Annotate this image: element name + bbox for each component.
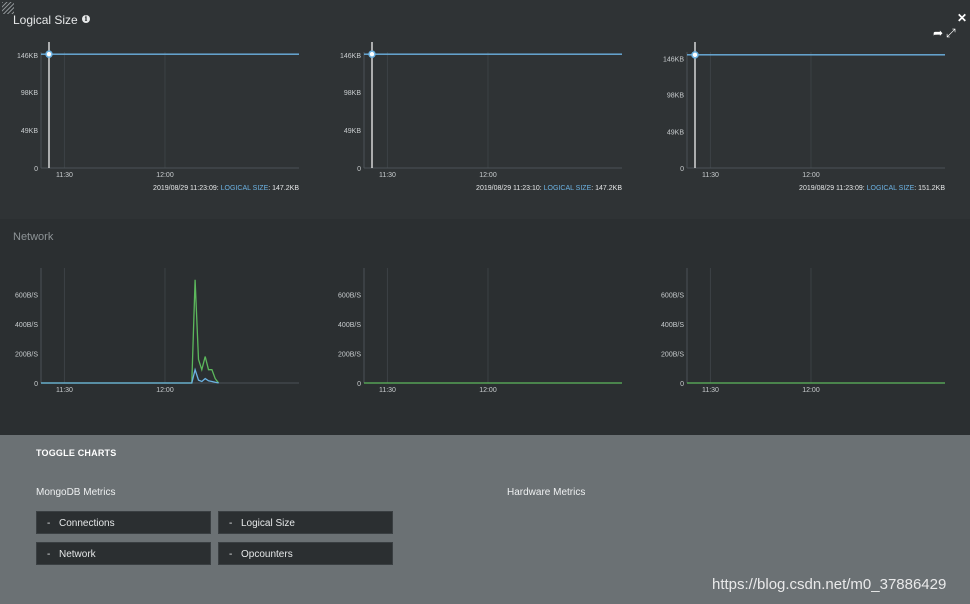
drag-handle-icon[interactable] <box>2 2 14 14</box>
toggle-opcounters-button[interactable]: - Opcounters <box>218 542 393 565</box>
logical-size-panel <box>0 0 970 219</box>
dash-icon: - <box>47 518 51 529</box>
dash-icon: - <box>229 549 233 560</box>
hardware-metrics-title: Hardware Metrics <box>507 487 586 498</box>
toggle-label: Opcounters <box>241 549 293 560</box>
expand-icon[interactable]: ⤢ <box>946 26 956 40</box>
dash-icon: - <box>229 518 233 529</box>
dash-icon: - <box>47 549 51 560</box>
toggle-label: Connections <box>59 518 115 529</box>
network-section-title: Network <box>13 231 54 243</box>
share-icon[interactable]: ➦ <box>933 26 944 40</box>
close-icon[interactable]: ✕ <box>957 11 968 25</box>
toggle-network-button[interactable]: - Network <box>36 542 211 565</box>
info-icon[interactable]: i <box>82 15 90 23</box>
toggle-logical-size-button[interactable]: - Logical Size <box>218 511 393 534</box>
toggle-label: Network <box>59 549 96 560</box>
toggle-connections-button[interactable]: - Connections <box>36 511 211 534</box>
toggle-label: Logical Size <box>241 518 295 529</box>
toggle-charts-heading: TOGGLE CHARTS <box>36 448 117 458</box>
network-panel <box>0 219 970 435</box>
mongodb-metrics-title: MongoDB Metrics <box>36 487 116 498</box>
watermark: https://blog.csdn.net/m0_37886429 <box>712 576 947 593</box>
panel-title: Logical Size <box>13 13 78 27</box>
